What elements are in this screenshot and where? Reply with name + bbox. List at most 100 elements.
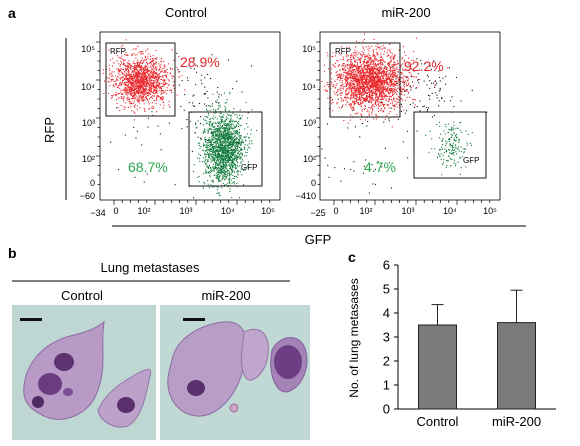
event-dot xyxy=(368,81,370,83)
event-dot xyxy=(206,165,208,167)
event-dot xyxy=(390,88,392,90)
event-dot xyxy=(377,104,379,106)
event-dot xyxy=(117,97,119,99)
event-dot xyxy=(126,99,128,101)
event-dot xyxy=(231,141,233,143)
event-dot xyxy=(132,82,134,84)
event-dot xyxy=(229,166,231,168)
event-dot xyxy=(145,78,147,80)
event-dot xyxy=(128,79,130,81)
event-dot xyxy=(205,150,207,152)
event-dot xyxy=(246,166,248,168)
event-dot xyxy=(212,130,214,132)
event-dot xyxy=(362,83,364,85)
event-dot xyxy=(376,64,378,66)
event-dot xyxy=(217,178,219,180)
event-dot xyxy=(373,118,375,120)
event-dot xyxy=(366,60,368,62)
event-dot xyxy=(215,147,217,149)
event-dot xyxy=(146,76,148,78)
event-dot xyxy=(357,80,359,82)
event-dot xyxy=(381,59,383,61)
event-dot xyxy=(122,98,124,100)
event-dot xyxy=(160,87,162,89)
event-dot xyxy=(390,79,392,81)
event-dot xyxy=(206,123,208,125)
event-dot xyxy=(162,97,164,99)
event-dot xyxy=(328,68,330,70)
event-dot xyxy=(369,81,371,83)
event-dot xyxy=(167,63,169,65)
event-dot xyxy=(237,174,239,176)
event-dot xyxy=(341,85,343,87)
event-dot xyxy=(199,102,201,104)
event-dot xyxy=(379,93,381,95)
event-dot xyxy=(333,85,335,87)
event-dot xyxy=(132,96,134,98)
event-dot xyxy=(363,93,365,95)
event-dot xyxy=(215,177,217,179)
event-dot xyxy=(212,156,214,158)
event-dot xyxy=(232,153,234,155)
event-dot xyxy=(394,63,396,65)
event-dot xyxy=(228,174,230,176)
event-dot xyxy=(145,86,147,88)
event-dot xyxy=(160,93,162,95)
event-dot xyxy=(339,93,341,95)
event-dot xyxy=(342,56,344,58)
event-dot xyxy=(380,93,382,95)
event-dot xyxy=(211,153,213,155)
event-dot xyxy=(247,149,249,151)
event-dot xyxy=(149,65,151,67)
event-dot xyxy=(124,83,126,85)
event-dot xyxy=(353,108,355,110)
event-dot xyxy=(345,85,347,87)
event-dot xyxy=(214,152,216,154)
event-dot xyxy=(155,58,157,60)
event-dot xyxy=(238,118,240,120)
event-dot xyxy=(124,134,126,136)
event-dot xyxy=(155,85,157,87)
event-dot xyxy=(350,94,352,96)
event-dot xyxy=(138,90,140,92)
event-dot xyxy=(135,93,137,95)
event-dot xyxy=(380,95,382,97)
event-dot xyxy=(384,104,386,106)
event-dot xyxy=(350,73,352,75)
event-dot xyxy=(371,61,373,63)
event-dot xyxy=(392,67,394,69)
event-dot xyxy=(332,56,334,58)
event-dot xyxy=(208,187,210,189)
event-dot xyxy=(385,81,387,83)
event-dot xyxy=(216,130,218,132)
event-dot xyxy=(353,74,355,76)
event-dot xyxy=(379,69,381,71)
event-dot xyxy=(370,58,372,60)
event-dot xyxy=(115,93,117,95)
event-dot xyxy=(220,164,222,166)
event-dot xyxy=(212,157,214,159)
event-dot xyxy=(228,128,230,130)
event-dot xyxy=(151,68,153,70)
event-dot xyxy=(334,87,336,89)
event-dot xyxy=(129,68,131,70)
event-dot xyxy=(205,141,207,143)
event-dot xyxy=(370,91,372,93)
event-dot xyxy=(121,97,123,99)
event-dot xyxy=(389,111,391,113)
event-dot xyxy=(207,167,209,169)
event-dot xyxy=(150,58,152,60)
event-dot xyxy=(366,86,368,88)
event-dot xyxy=(135,66,137,68)
event-dot xyxy=(133,60,135,62)
event-dot xyxy=(226,156,228,158)
event-dot xyxy=(232,174,234,176)
event-dot xyxy=(235,137,237,139)
event-dot xyxy=(225,125,227,127)
event-dot xyxy=(364,56,366,58)
event-dot xyxy=(229,121,231,123)
event-dot xyxy=(226,149,228,151)
event-dot xyxy=(394,75,396,77)
event-dot xyxy=(236,122,238,124)
event-dot xyxy=(338,64,340,66)
